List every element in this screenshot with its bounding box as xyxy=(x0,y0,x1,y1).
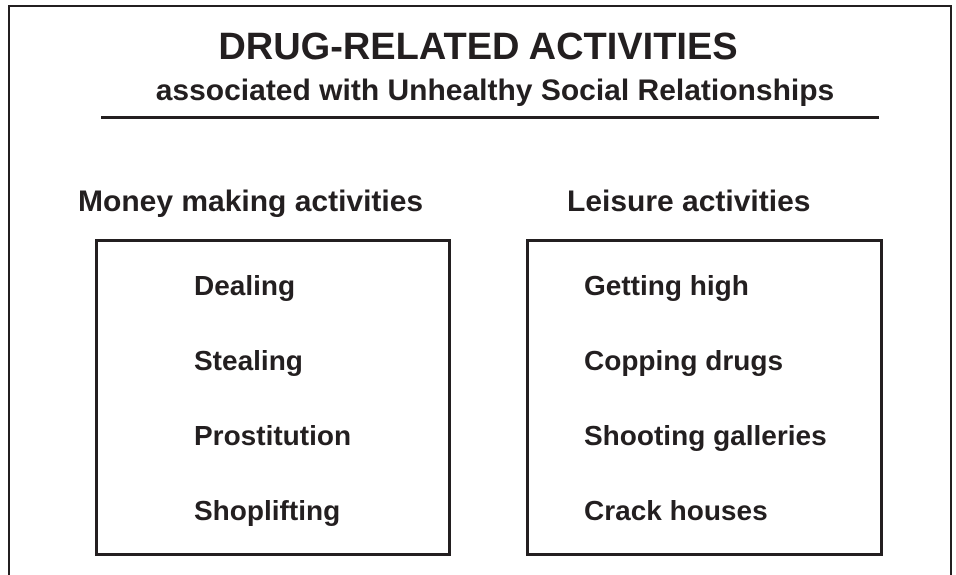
item: Shoplifting xyxy=(194,495,341,526)
item: Stealing xyxy=(194,345,303,376)
item: Dealing xyxy=(194,270,296,301)
item: Getting high xyxy=(584,270,749,301)
group-box: Getting high Copping drugs Shooting gall… xyxy=(526,239,883,556)
item: Prostitution xyxy=(194,420,352,451)
group-heading: Leisure activities xyxy=(567,185,811,218)
item: Copping drugs xyxy=(584,345,784,376)
group-box: Dealing Stealing Prostitution Shopliftin… xyxy=(95,239,451,556)
item: Crack houses xyxy=(584,495,768,526)
subtitle: associated with Unhealthy Social Relatio… xyxy=(155,74,835,107)
title: DRUG-RELATED ACTIVITIES xyxy=(218,26,738,68)
item: Shooting galleries xyxy=(584,420,827,451)
group-heading: Money making activities xyxy=(78,185,424,218)
frame xyxy=(8,5,952,575)
underline xyxy=(101,116,879,119)
